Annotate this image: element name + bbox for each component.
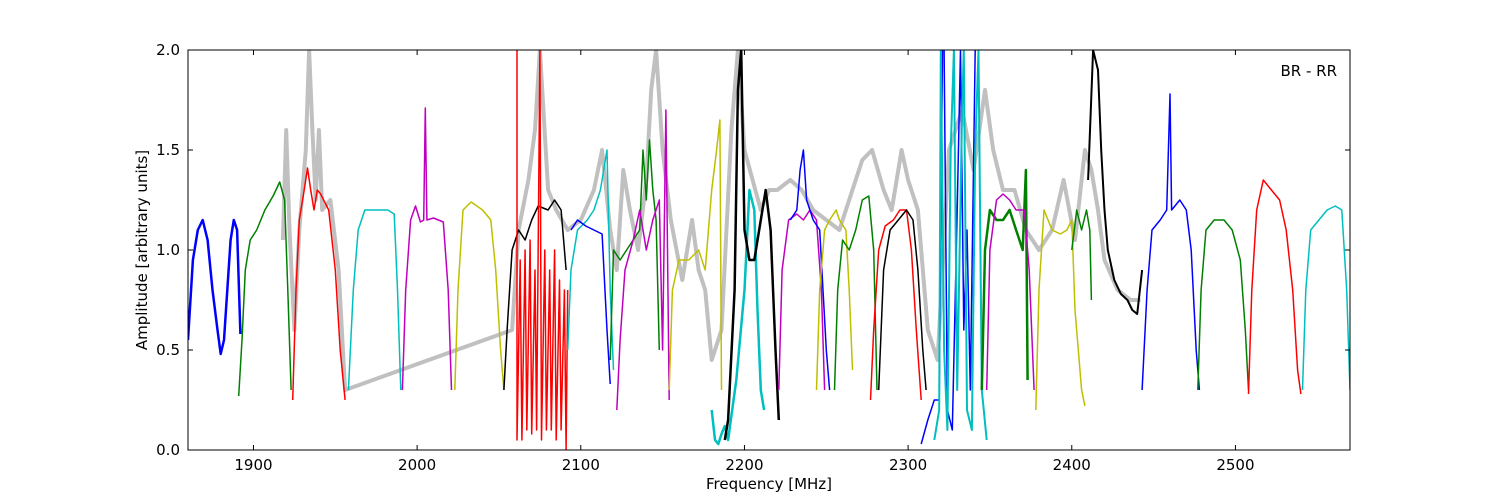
series-layer xyxy=(188,50,1350,450)
series-line-green xyxy=(609,139,661,361)
series-line-red xyxy=(291,167,346,401)
series-line-olive xyxy=(454,201,505,391)
annotation-label: BR - RR xyxy=(1280,62,1337,80)
y-tick-label: 1.0 xyxy=(156,241,180,259)
series-line-blue xyxy=(789,149,831,391)
series-line-cyan xyxy=(710,188,766,446)
y-axis-title: Amplitude [arbitrary units] xyxy=(133,150,151,350)
series-line-olive xyxy=(668,119,723,391)
series-line-cyan xyxy=(347,209,402,391)
x-axis-title: Frequency [MHz] xyxy=(706,475,832,493)
series-line-red xyxy=(516,50,569,450)
series-line-black xyxy=(503,199,567,391)
series-line-red xyxy=(869,209,922,401)
x-tick-label: 2400 xyxy=(1053,456,1091,474)
series-line-blue xyxy=(1141,93,1201,391)
x-tick-label: 1900 xyxy=(234,456,272,474)
y-tick-label: 0.5 xyxy=(156,341,180,359)
series-line-magenta xyxy=(778,209,826,391)
series-line-cyan xyxy=(1301,205,1350,391)
series-line-blue xyxy=(570,219,611,385)
series-line-olive xyxy=(815,209,854,391)
y-tick-label: 1.5 xyxy=(156,141,180,159)
series-line-green xyxy=(1197,219,1250,391)
x-tick-label: 2000 xyxy=(398,456,436,474)
ticks-layer: 1900 2000 2100 2200 2300 2400 2500 0.0 0.5 1.0 1.5… xyxy=(156,41,1350,474)
x-tick-label: 2500 xyxy=(1216,456,1254,474)
series-line-black xyxy=(723,50,781,441)
x-tick-label: 2300 xyxy=(889,456,927,474)
series-line-magenta xyxy=(401,107,453,391)
series-line-red xyxy=(1247,179,1302,395)
series-line-green xyxy=(237,181,292,397)
series-line-cyan xyxy=(566,149,615,371)
y-tick-label: 0.0 xyxy=(156,441,180,459)
y-tick-label: 2.0 xyxy=(156,41,180,59)
series-line-cyan xyxy=(933,50,988,441)
series-line-green xyxy=(1071,209,1093,301)
series-line-magenta xyxy=(616,109,670,411)
series-line-black xyxy=(1087,50,1144,315)
series-line-magenta xyxy=(985,193,1035,391)
series-line-blue xyxy=(188,218,242,356)
x-tick-label: 2200 xyxy=(725,456,763,474)
series-line-black xyxy=(877,209,927,391)
x-tick-label: 2100 xyxy=(562,456,600,474)
series-line-olive xyxy=(1035,209,1086,411)
series-line-green xyxy=(833,195,878,391)
